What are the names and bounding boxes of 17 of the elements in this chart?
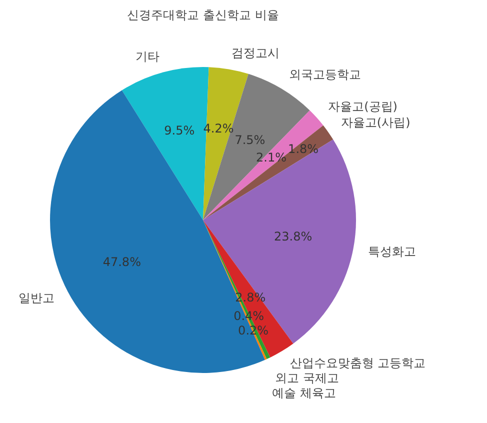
- slice-label: 산업수요맞춤형 고등학교: [290, 356, 426, 370]
- slice-label: 일반고: [18, 291, 54, 306]
- data-label: 47.8%: [102, 255, 141, 270]
- slice-label: 외고 국제고: [275, 371, 339, 386]
- data-label: 23.8%: [274, 230, 312, 244]
- slice-label: 자율고(사립): [340, 116, 410, 130]
- slice-label: 기타: [136, 49, 160, 64]
- slice-label: 특성화고: [368, 244, 416, 258]
- slice-label: 예술 체육고: [272, 386, 336, 400]
- data-label: 0.2%: [238, 324, 269, 338]
- data-label: 0.4%: [234, 308, 264, 323]
- slice-label: 자율고(공립): [328, 100, 398, 114]
- slice-label: 검정고시: [231, 46, 280, 60]
- data-label: 7.5%: [234, 133, 266, 148]
- slice-label: 외국고등학교: [289, 68, 362, 82]
- data-label: 9.5%: [164, 123, 195, 138]
- chart-title: 신경주대학교 출신학교 비율: [127, 8, 279, 22]
